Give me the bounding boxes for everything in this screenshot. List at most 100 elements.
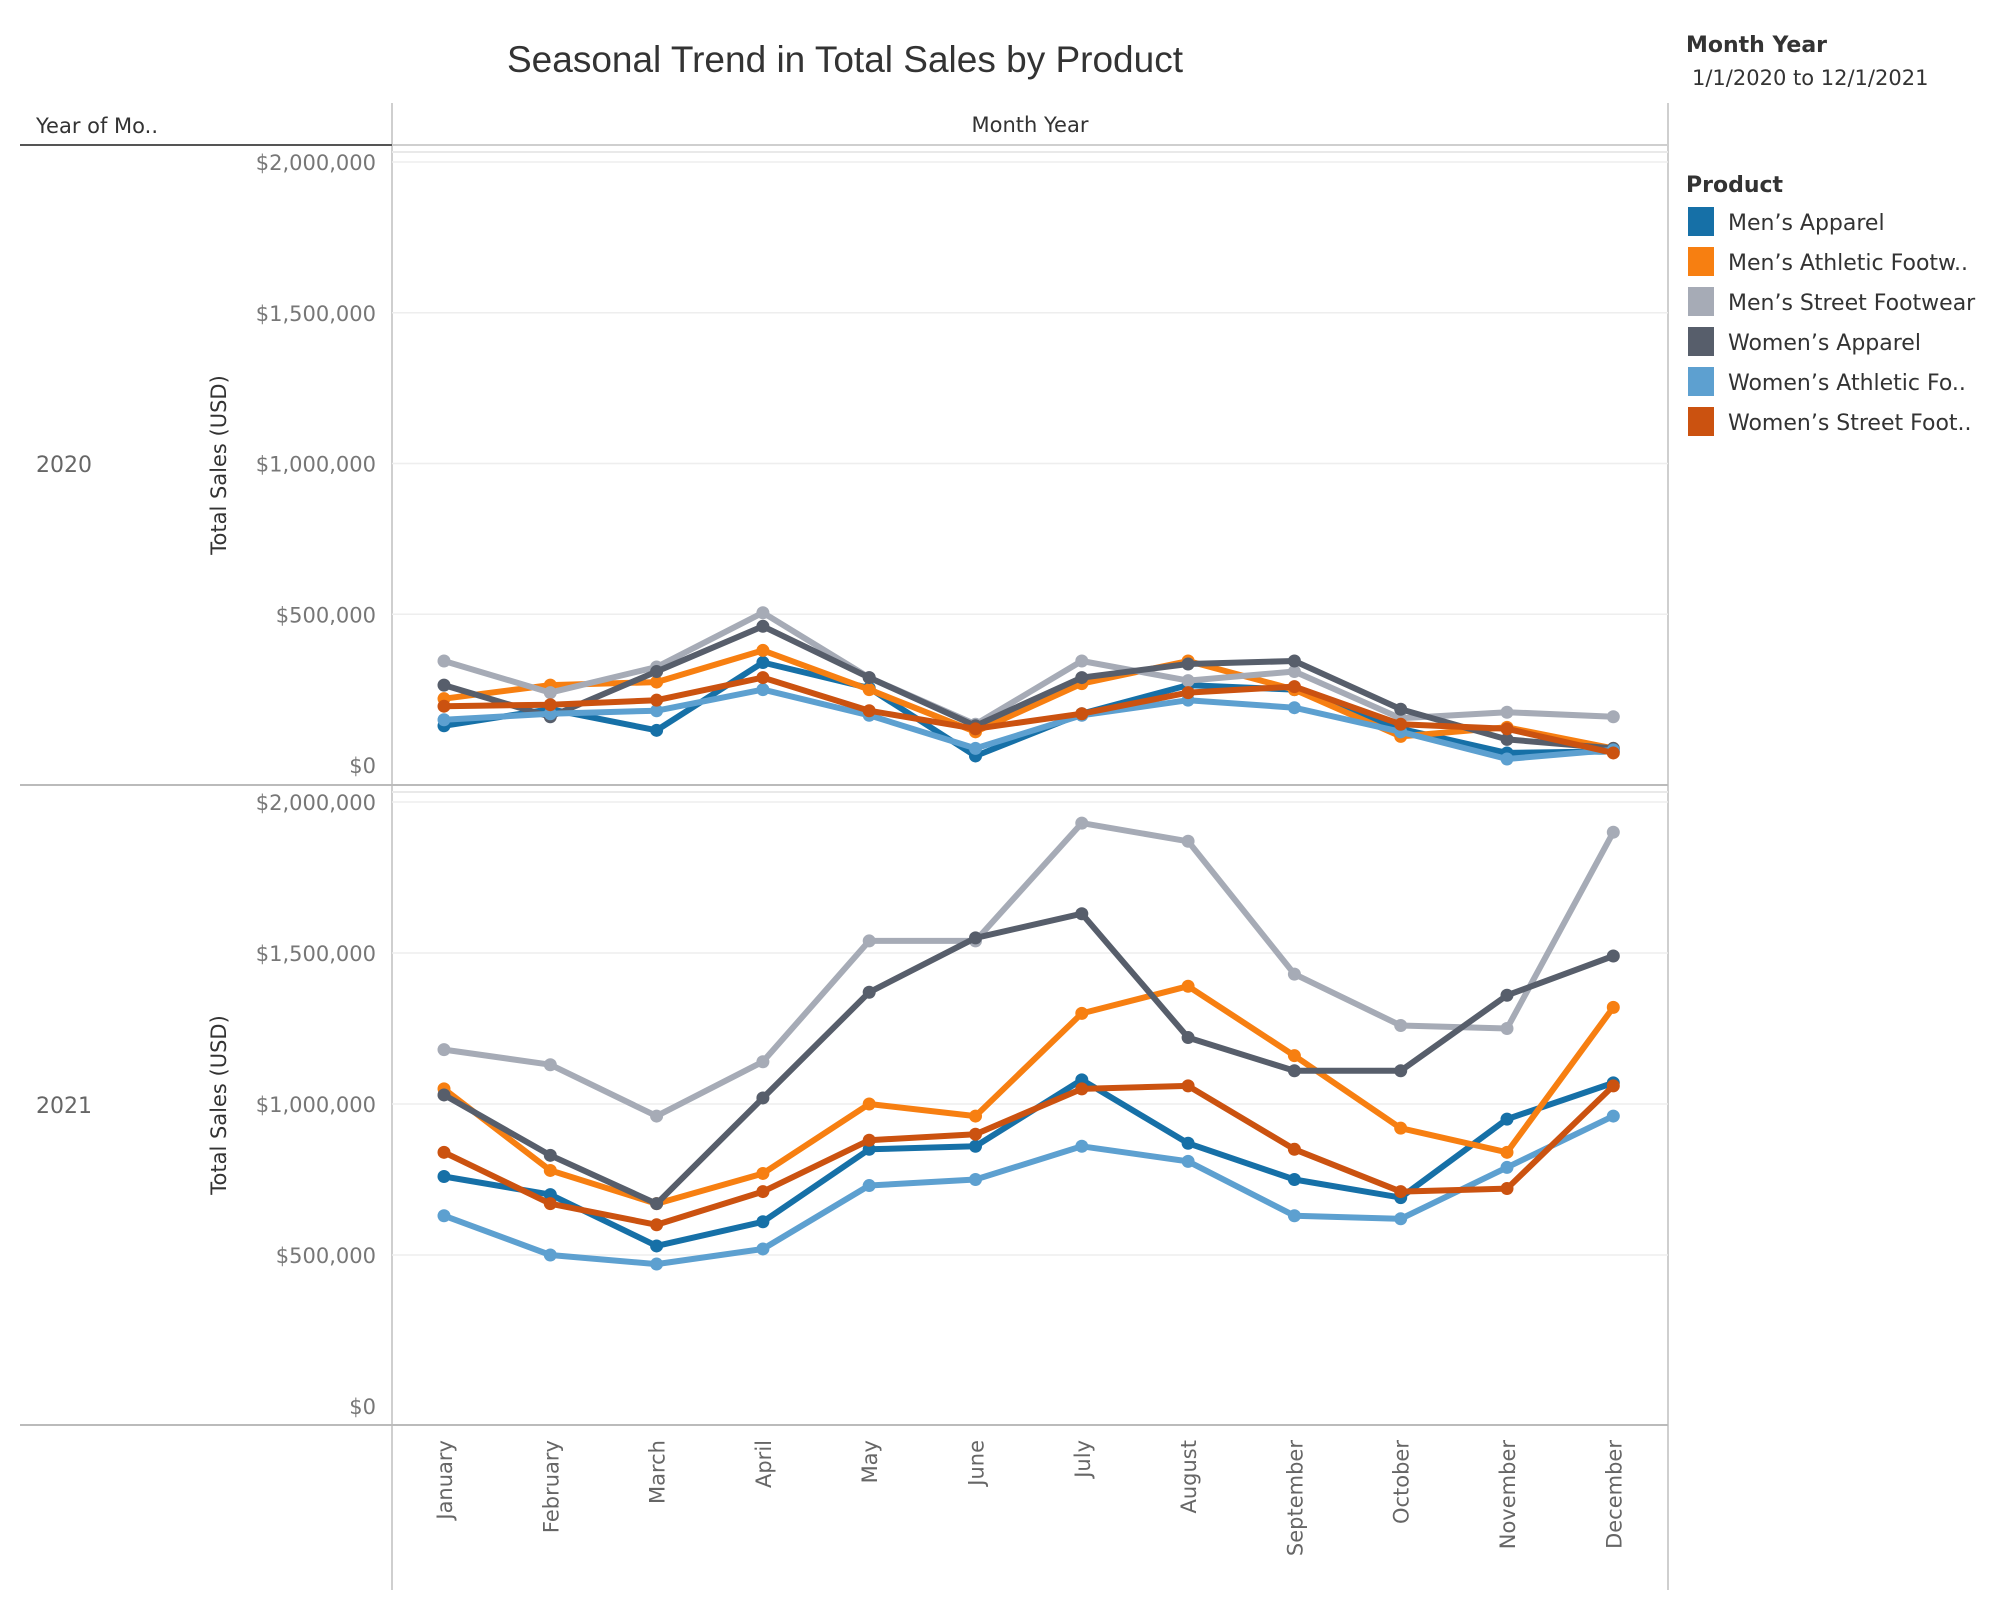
data-point[interactable] xyxy=(1394,1121,1408,1135)
data-point[interactable] xyxy=(969,1127,982,1141)
data-point[interactable] xyxy=(1181,1136,1195,1150)
legend-item-mens-street-footwear[interactable]: Men’s Street Footwear xyxy=(1688,287,1976,316)
data-point[interactable] xyxy=(756,1055,770,1069)
data-point[interactable] xyxy=(1606,949,1620,963)
data-point[interactable] xyxy=(1075,1139,1089,1153)
data-point[interactable] xyxy=(543,1197,557,1211)
data-point[interactable] xyxy=(437,678,451,692)
data-point[interactable] xyxy=(650,675,664,689)
data-point[interactable] xyxy=(543,707,557,721)
series-line[interactable] xyxy=(441,1113,1617,1268)
data-point[interactable] xyxy=(650,665,664,679)
data-point[interactable] xyxy=(1394,1185,1408,1199)
data-point[interactable] xyxy=(1181,1154,1195,1168)
legend-item-womens-athletic-fo[interactable]: Women’s Athletic Fo.. xyxy=(1688,367,1966,396)
data-point[interactable] xyxy=(1287,1173,1301,1186)
data-point[interactable] xyxy=(437,1209,451,1223)
data-point[interactable] xyxy=(1500,705,1514,719)
data-point[interactable] xyxy=(1075,654,1089,668)
data-point[interactable] xyxy=(969,931,982,945)
data-point[interactable] xyxy=(650,1109,664,1123)
data-point[interactable] xyxy=(756,671,770,685)
data-point[interactable] xyxy=(543,1163,557,1177)
data-point[interactable] xyxy=(1287,701,1301,715)
data-point[interactable] xyxy=(1606,1000,1620,1014)
data-point[interactable] xyxy=(1181,1031,1195,1045)
data-point[interactable] xyxy=(1181,1079,1195,1093)
data-point[interactable] xyxy=(969,741,982,755)
data-point[interactable] xyxy=(1500,1112,1514,1126)
series-line[interactable] xyxy=(441,623,1617,752)
data-point[interactable] xyxy=(969,722,982,736)
data-point[interactable] xyxy=(437,1088,451,1102)
data-point[interactable] xyxy=(862,1142,876,1156)
series-womens-street-foot-2021[interactable] xyxy=(437,1079,1620,1232)
data-point[interactable] xyxy=(1500,752,1514,766)
series-line[interactable] xyxy=(441,820,1617,1120)
data-point[interactable] xyxy=(543,686,557,700)
data-point[interactable] xyxy=(437,1145,451,1159)
data-point[interactable] xyxy=(1075,1082,1089,1096)
column-header[interactable]: Month Year xyxy=(972,113,1089,137)
data-point[interactable] xyxy=(756,655,770,669)
data-point[interactable] xyxy=(650,1257,664,1271)
legend-item-womens-apparel[interactable]: Women’s Apparel xyxy=(1688,327,1921,356)
data-point[interactable] xyxy=(543,1148,557,1162)
data-point[interactable] xyxy=(1500,732,1514,746)
data-point[interactable] xyxy=(862,671,876,685)
data-point[interactable] xyxy=(437,713,451,727)
data-point[interactable] xyxy=(1606,1109,1620,1123)
data-point[interactable] xyxy=(1500,988,1514,1002)
data-point[interactable] xyxy=(1181,834,1195,848)
data-point[interactable] xyxy=(862,1133,876,1147)
data-point[interactable] xyxy=(650,723,664,737)
data-point[interactable] xyxy=(1287,1142,1301,1156)
data-point[interactable] xyxy=(756,619,770,633)
data-point[interactable] xyxy=(862,1179,876,1193)
data-point[interactable] xyxy=(756,1166,770,1180)
data-point[interactable] xyxy=(1394,1212,1408,1226)
data-point[interactable] xyxy=(756,643,770,657)
series-line[interactable] xyxy=(441,674,1617,756)
data-point[interactable] xyxy=(756,1215,770,1229)
data-point[interactable] xyxy=(1181,657,1195,671)
legend[interactable]: Product Men’s Apparel Men’s Athletic Foot… xyxy=(1686,173,1976,436)
data-point[interactable] xyxy=(1287,1064,1301,1078)
data-point[interactable] xyxy=(1075,907,1089,921)
data-point[interactable] xyxy=(437,699,451,713)
data-point[interactable] xyxy=(862,985,876,999)
filter-value[interactable]: 1/1/2020 to 12/1/2021 xyxy=(1692,66,1928,90)
data-point[interactable] xyxy=(1181,979,1195,993)
data-point[interactable] xyxy=(1394,702,1408,716)
data-point[interactable] xyxy=(1287,665,1301,679)
data-point[interactable] xyxy=(1181,686,1195,700)
data-point[interactable] xyxy=(1394,717,1408,731)
data-point[interactable] xyxy=(650,693,664,707)
data-point[interactable] xyxy=(1075,1073,1089,1087)
data-point[interactable] xyxy=(1500,1160,1514,1174)
data-point[interactable] xyxy=(543,1188,557,1202)
data-point[interactable] xyxy=(862,704,876,718)
filter-card[interactable]: Month Year 1/1/2020 to 12/1/2021 xyxy=(1686,33,1928,90)
data-point[interactable] xyxy=(862,934,876,948)
data-point[interactable] xyxy=(1606,710,1620,724)
data-point[interactable] xyxy=(969,1173,982,1186)
data-point[interactable] xyxy=(1075,707,1089,721)
data-point[interactable] xyxy=(1606,825,1620,839)
data-point[interactable] xyxy=(756,683,770,697)
data-point[interactable] xyxy=(1500,1145,1514,1159)
data-point[interactable] xyxy=(650,1239,664,1253)
legend-item-womens-street-foot[interactable]: Women’s Street Foot.. xyxy=(1688,407,1972,436)
data-point[interactable] xyxy=(650,704,664,718)
data-point[interactable] xyxy=(543,698,557,712)
data-point[interactable] xyxy=(756,606,770,620)
data-point[interactable] xyxy=(1500,1022,1514,1035)
data-point[interactable] xyxy=(1287,680,1301,694)
data-point[interactable] xyxy=(1287,1209,1301,1223)
data-point[interactable] xyxy=(1287,654,1301,668)
data-point[interactable] xyxy=(1606,1079,1620,1093)
data-point[interactable] xyxy=(1075,1006,1089,1020)
data-point[interactable] xyxy=(1287,1049,1301,1063)
data-point[interactable] xyxy=(650,1197,664,1211)
data-point[interactable] xyxy=(437,1043,451,1057)
